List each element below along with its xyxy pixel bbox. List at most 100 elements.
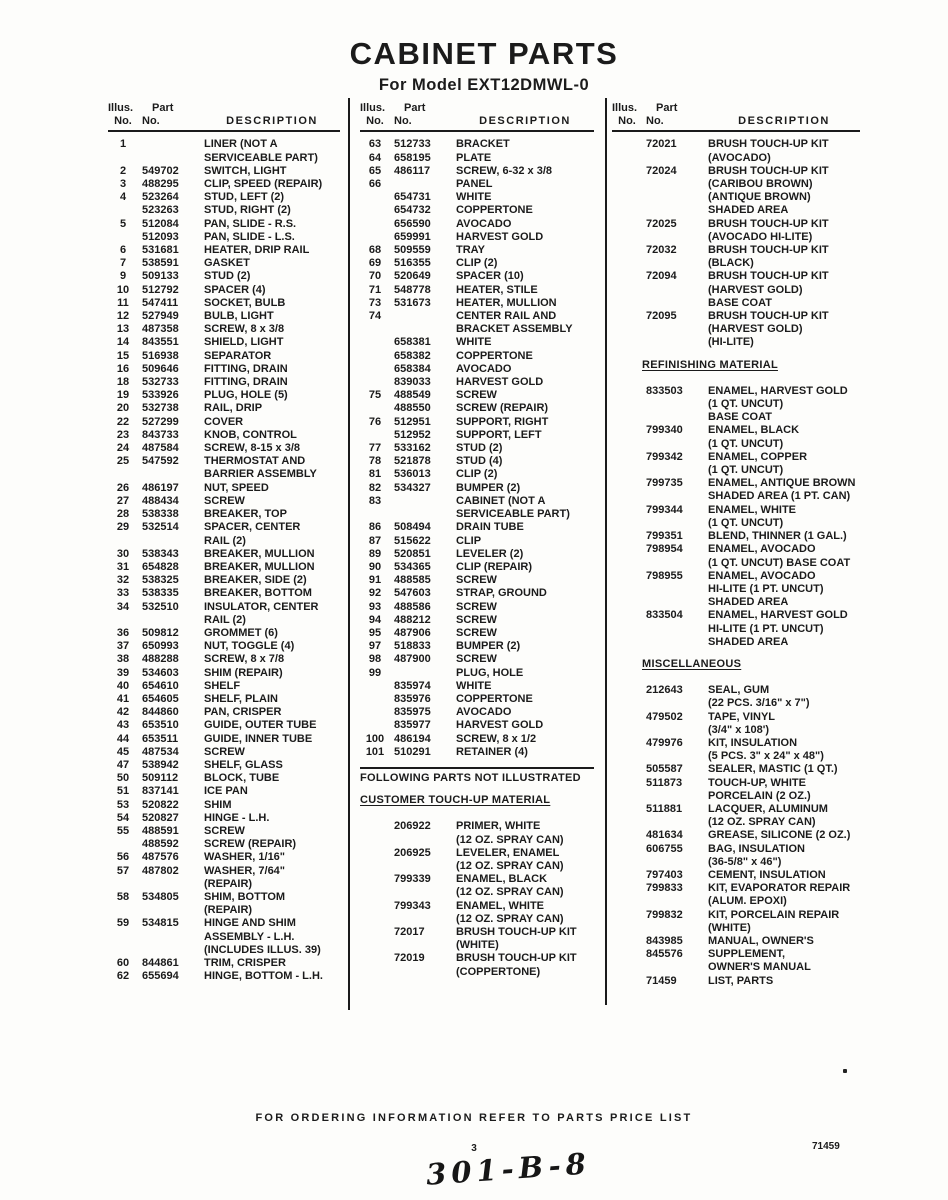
column-header-line1: Illus. Part xyxy=(360,102,594,115)
part-description: COPPERTONE xyxy=(456,204,533,217)
part-no: 488550 xyxy=(394,402,431,415)
part-row: 18 532733 FITTING, DRAIN xyxy=(108,376,340,389)
illus-no xyxy=(612,218,642,244)
illus-no: 41 xyxy=(116,692,130,705)
part-description: RETAINER (4) xyxy=(456,745,528,758)
part-no: 532733 xyxy=(142,376,179,389)
part-no: 536013 xyxy=(394,468,431,481)
part-row: 798955 ENAMEL, AVOCADO HI-LITE (1 PT. UNCU… xyxy=(612,570,860,610)
part-no: 656590 xyxy=(394,217,431,230)
part-description: PRIMER, WHITE (12 OZ. SPRAY CAN) xyxy=(456,820,564,846)
part-description: STUD, LEFT (2) xyxy=(204,191,285,204)
part-no-header: No. xyxy=(142,115,160,128)
part-description: SHIM (REPAIR) xyxy=(204,666,283,679)
part-no: 844860 xyxy=(142,706,179,719)
illus-no: 2 xyxy=(119,164,127,177)
illus-no: 95 xyxy=(368,626,382,639)
illus-no: 43 xyxy=(116,719,130,732)
illus-no xyxy=(612,935,642,948)
illus-no: 24 xyxy=(116,442,130,455)
part-no xyxy=(394,178,452,191)
part-description: SHIM xyxy=(204,798,232,811)
part-description: BAG, INSULATION (36-5/8" x 46") xyxy=(708,842,805,868)
illus-no xyxy=(612,424,642,450)
illus-no: 92 xyxy=(368,587,382,600)
part-no xyxy=(394,667,452,680)
part-description: SHELF, PLAIN xyxy=(204,692,278,705)
part-row: 62 655694 HINGE, BOTTOM - L.H. xyxy=(108,970,340,983)
illus-no: 77 xyxy=(368,442,382,455)
part-row: 37 650993 NUT, TOGGLE (4) xyxy=(108,640,340,653)
part-description: CENTER RAIL AND BRACKET ASSEMBLY xyxy=(456,310,573,336)
part-no: 532510 xyxy=(142,600,179,613)
part-row: 15 516938 SEPARATOR xyxy=(108,350,340,363)
part-no: 655694 xyxy=(142,970,179,983)
part-row: 77 533162 STUD (2) xyxy=(360,442,594,455)
part-description: PANEL xyxy=(456,178,493,191)
part-no: 72032 xyxy=(646,244,677,257)
part-no: 518833 xyxy=(394,640,431,653)
part-description: KIT, INSULATION (5 PCS. 3" x 24" x 48") xyxy=(708,736,824,763)
part-description: SCREW xyxy=(456,653,497,666)
part-description: STUD, RIGHT (2) xyxy=(204,204,291,217)
part-row: 13 487358 SCREW, 8 x 3/8 xyxy=(108,323,340,336)
part-no xyxy=(394,495,452,521)
illus-no: 14 xyxy=(116,336,130,349)
part-no: 72021 xyxy=(646,138,677,151)
illus-no: 27 xyxy=(116,494,130,507)
part-row: 654731 WHITE xyxy=(360,191,594,204)
part-no: 511873 xyxy=(646,776,683,789)
part-no: 516355 xyxy=(394,257,431,270)
section-rule xyxy=(360,766,594,769)
part-description: SCREW, 8-15 x 3/8 xyxy=(204,442,300,455)
part-row: 11 547411 SOCKET, BULB xyxy=(108,297,340,310)
illus-no: 25 xyxy=(116,455,130,468)
part-description: SCREW xyxy=(204,824,245,837)
part-no: 488288 xyxy=(142,653,179,666)
part-no: 486117 xyxy=(394,164,431,177)
part-description: KNOB, CONTROL xyxy=(204,428,297,441)
illus-no: 9 xyxy=(119,270,127,283)
illus-no: 7 xyxy=(119,257,127,270)
part-description: HEATER, DRIP RAIL xyxy=(204,244,310,257)
illus-no: 86 xyxy=(368,521,382,534)
part-no: 658381 xyxy=(394,336,431,349)
part-row: 81 536013 CLIP (2) xyxy=(360,468,594,481)
part-description: WHITE xyxy=(456,336,492,349)
part-row: 523263 STUD, RIGHT (2) xyxy=(108,204,340,217)
part-no: 488586 xyxy=(394,600,431,613)
part-description: STRAP, GROUND xyxy=(456,587,547,600)
part-no: 799735 xyxy=(646,477,683,490)
part-description: PLUG, HOLE xyxy=(456,666,524,679)
part-no: 72019 xyxy=(394,952,425,965)
part-row: 656590 AVOCADO xyxy=(360,218,594,231)
illus-no xyxy=(612,270,642,310)
part-no: 212643 xyxy=(646,684,683,697)
part-row: 6 531681 HEATER, DRIP RAIL xyxy=(108,244,340,257)
part-no: 516938 xyxy=(142,349,179,362)
part-description: HEATER, MULLION xyxy=(456,296,557,309)
illus-no xyxy=(360,847,390,873)
part-row: 4 523264 STUD, LEFT (2) xyxy=(108,191,340,204)
part-description: ENAMEL, HARVEST GOLD HI-LITE (1 PT. UNCUT… xyxy=(708,609,848,648)
part-row: 797403 CEMENT, INSULATION xyxy=(612,869,860,882)
part-no: 843985 xyxy=(646,934,683,947)
part-row: 658384 AVOCADO xyxy=(360,363,594,376)
part-row: 658381 WHITE xyxy=(360,336,594,349)
illus-no: 18 xyxy=(116,376,130,389)
part-no: 844861 xyxy=(142,957,179,969)
illus-no xyxy=(360,336,390,349)
illus-no xyxy=(612,609,642,649)
part-no: 799343 xyxy=(394,899,431,912)
part-description: BULB, LIGHT xyxy=(204,310,274,323)
part-row: 99 PLUG, HOLE xyxy=(360,667,594,680)
part-no: 799339 xyxy=(394,873,431,886)
parts-column-right: Illus. Part No. No. DESCRIPTION 72021 BRUSH TO… xyxy=(612,102,860,988)
part-no: 479502 xyxy=(646,710,683,723)
part-row: 72095 BRUSH TOUCH-UP KIT (HARVEST GOLD) (HI… xyxy=(612,310,860,350)
illus-header-label: Illus. xyxy=(612,102,638,114)
part-no: 72024 xyxy=(646,164,677,177)
part-description: NUT, TOGGLE (4) xyxy=(204,640,295,653)
part-row: 57 487802 WASHER, 7/64" (REPAIR) xyxy=(108,865,340,891)
illus-no: 11 xyxy=(117,296,129,309)
